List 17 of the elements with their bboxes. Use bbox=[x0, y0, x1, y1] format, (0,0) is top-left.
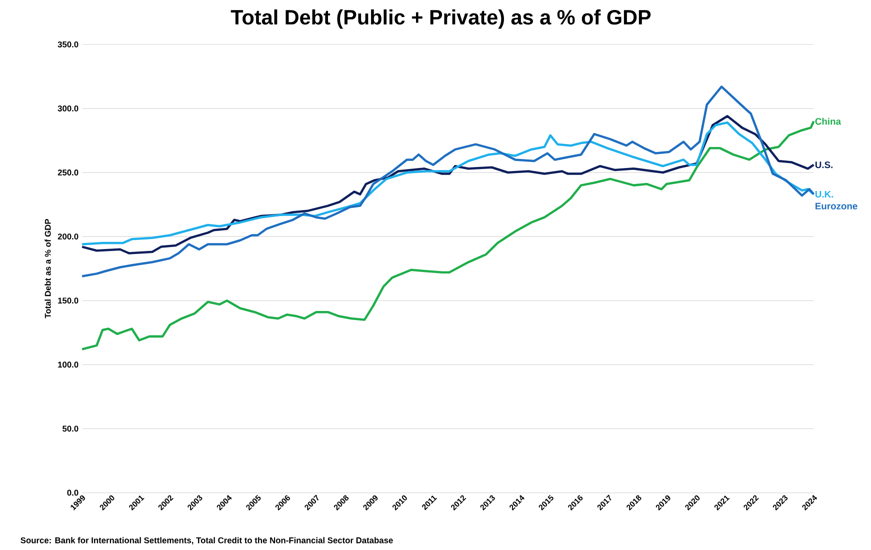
series-label: China bbox=[815, 118, 842, 125]
chart-title: Total Debt (Public + Private) as a % of GDP bbox=[230, 9, 651, 29]
y-tick-label: 250.0 bbox=[58, 170, 78, 176]
line-series bbox=[80, 120, 815, 350]
y-axis-title: Total Debt as a % of GDP bbox=[44, 219, 51, 318]
y-tick-label: 0.0 bbox=[67, 490, 78, 496]
line-series bbox=[80, 86, 815, 278]
y-tick-label: 350.0 bbox=[58, 41, 78, 48]
y-tick-label: 100.0 bbox=[58, 362, 78, 368]
y-tick-label: 300.0 bbox=[58, 106, 78, 112]
series-label: U.S. bbox=[815, 162, 833, 168]
source-note: Source: Bank for International Settlements, Total Credit to the Non-Financial Sector Database bbox=[20, 537, 393, 545]
y-tick-label: 200.0 bbox=[58, 234, 78, 240]
series-label: U.K. bbox=[815, 191, 834, 198]
y-tick-label: 150.0 bbox=[58, 298, 78, 304]
series-label: Eurozone bbox=[816, 202, 858, 210]
y-tick-label: 50.0 bbox=[62, 426, 78, 432]
